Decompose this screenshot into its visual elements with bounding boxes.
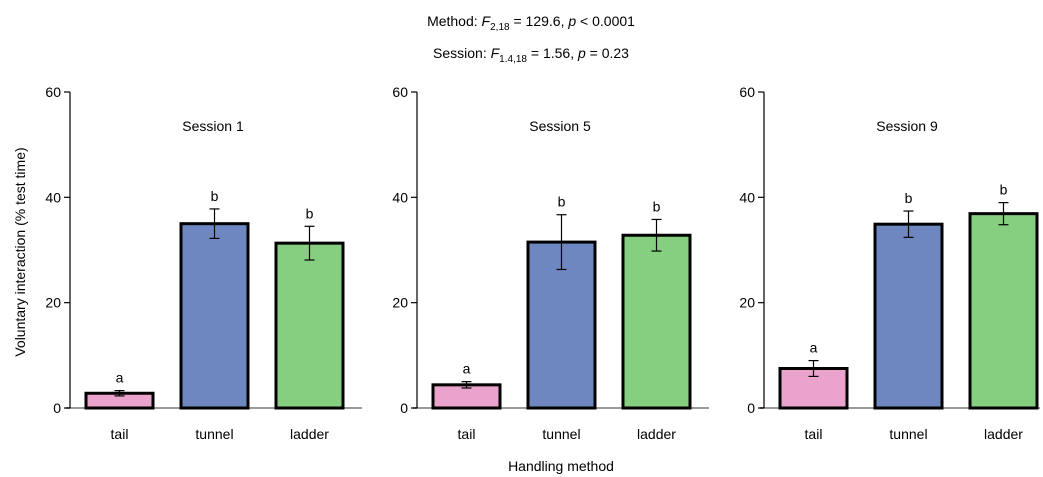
significance-letter: b [558,194,566,210]
x-tick-label: ladder [984,426,1023,442]
x-tick-label: ladder [637,426,676,442]
y-tick-label: 0 [400,400,408,416]
y-tick-label: 20 [739,295,755,311]
stats-header: Method: F2,18 = 129.6, p < 0.0001 Sessio… [427,13,635,65]
y-tick-label: 40 [45,189,61,205]
significance-letter: a [463,361,471,377]
chart-panel-3: 0 20 40 60 Session 9 a tail b tunnel b ladder [739,84,1040,442]
stats-line-method: Method: F2,18 = 129.6, p < 0.0001 [427,13,635,33]
bar-ladder [274,241,345,410]
x-tick-label: tunnel [195,426,233,442]
panel-title: Session 5 [529,118,591,134]
y-tick-label: 60 [739,84,755,100]
panel-title: Session 9 [876,118,938,134]
chart-panels: 0 20 40 60 Session 1 a tail b tunnel b ladder 0 20 40… [45,84,1040,442]
significance-letter: b [653,198,661,214]
x-tick-label: tail [458,426,476,442]
y-tick-label: 40 [392,189,408,205]
significance-letter: b [1000,182,1008,198]
x-tick-label: tail [111,426,129,442]
significance-letter: b [905,190,913,206]
x-tick-label: tunnel [542,426,580,442]
stats-line-session: Session: F1.4,18 = 1.56, p = 0.23 [433,45,629,65]
significance-letter: a [116,370,124,386]
bar-tunnel [873,222,944,410]
x-tick-label: tail [805,426,823,442]
bar-ladder [621,233,692,410]
y-tick-label: 60 [45,84,61,100]
chart-panel-2: 0 20 40 60 Session 5 a tail b tunnel b ladder [392,84,709,442]
y-tick-label: 20 [392,295,408,311]
y-tick-label: 60 [392,84,408,100]
x-tick-label: ladder [290,426,329,442]
y-tick-label: 0 [747,400,755,416]
chart-panel-1: 0 20 40 60 Session 1 a tail b tunnel b ladder [45,84,362,442]
y-axis-label: Voluntary interaction (% test time) [12,147,28,356]
x-tick-label: tunnel [889,426,927,442]
x-axis-label: Handling method [508,458,614,474]
significance-letter: a [810,340,818,356]
bar-ladder [968,212,1039,410]
significance-letter: b [211,188,219,204]
y-tick-label: 40 [739,189,755,205]
y-tick-label: 0 [53,400,61,416]
bar-tunnel [179,222,250,410]
y-tick-label: 20 [45,295,61,311]
significance-letter: b [306,205,314,221]
panel-title: Session 1 [182,118,244,134]
